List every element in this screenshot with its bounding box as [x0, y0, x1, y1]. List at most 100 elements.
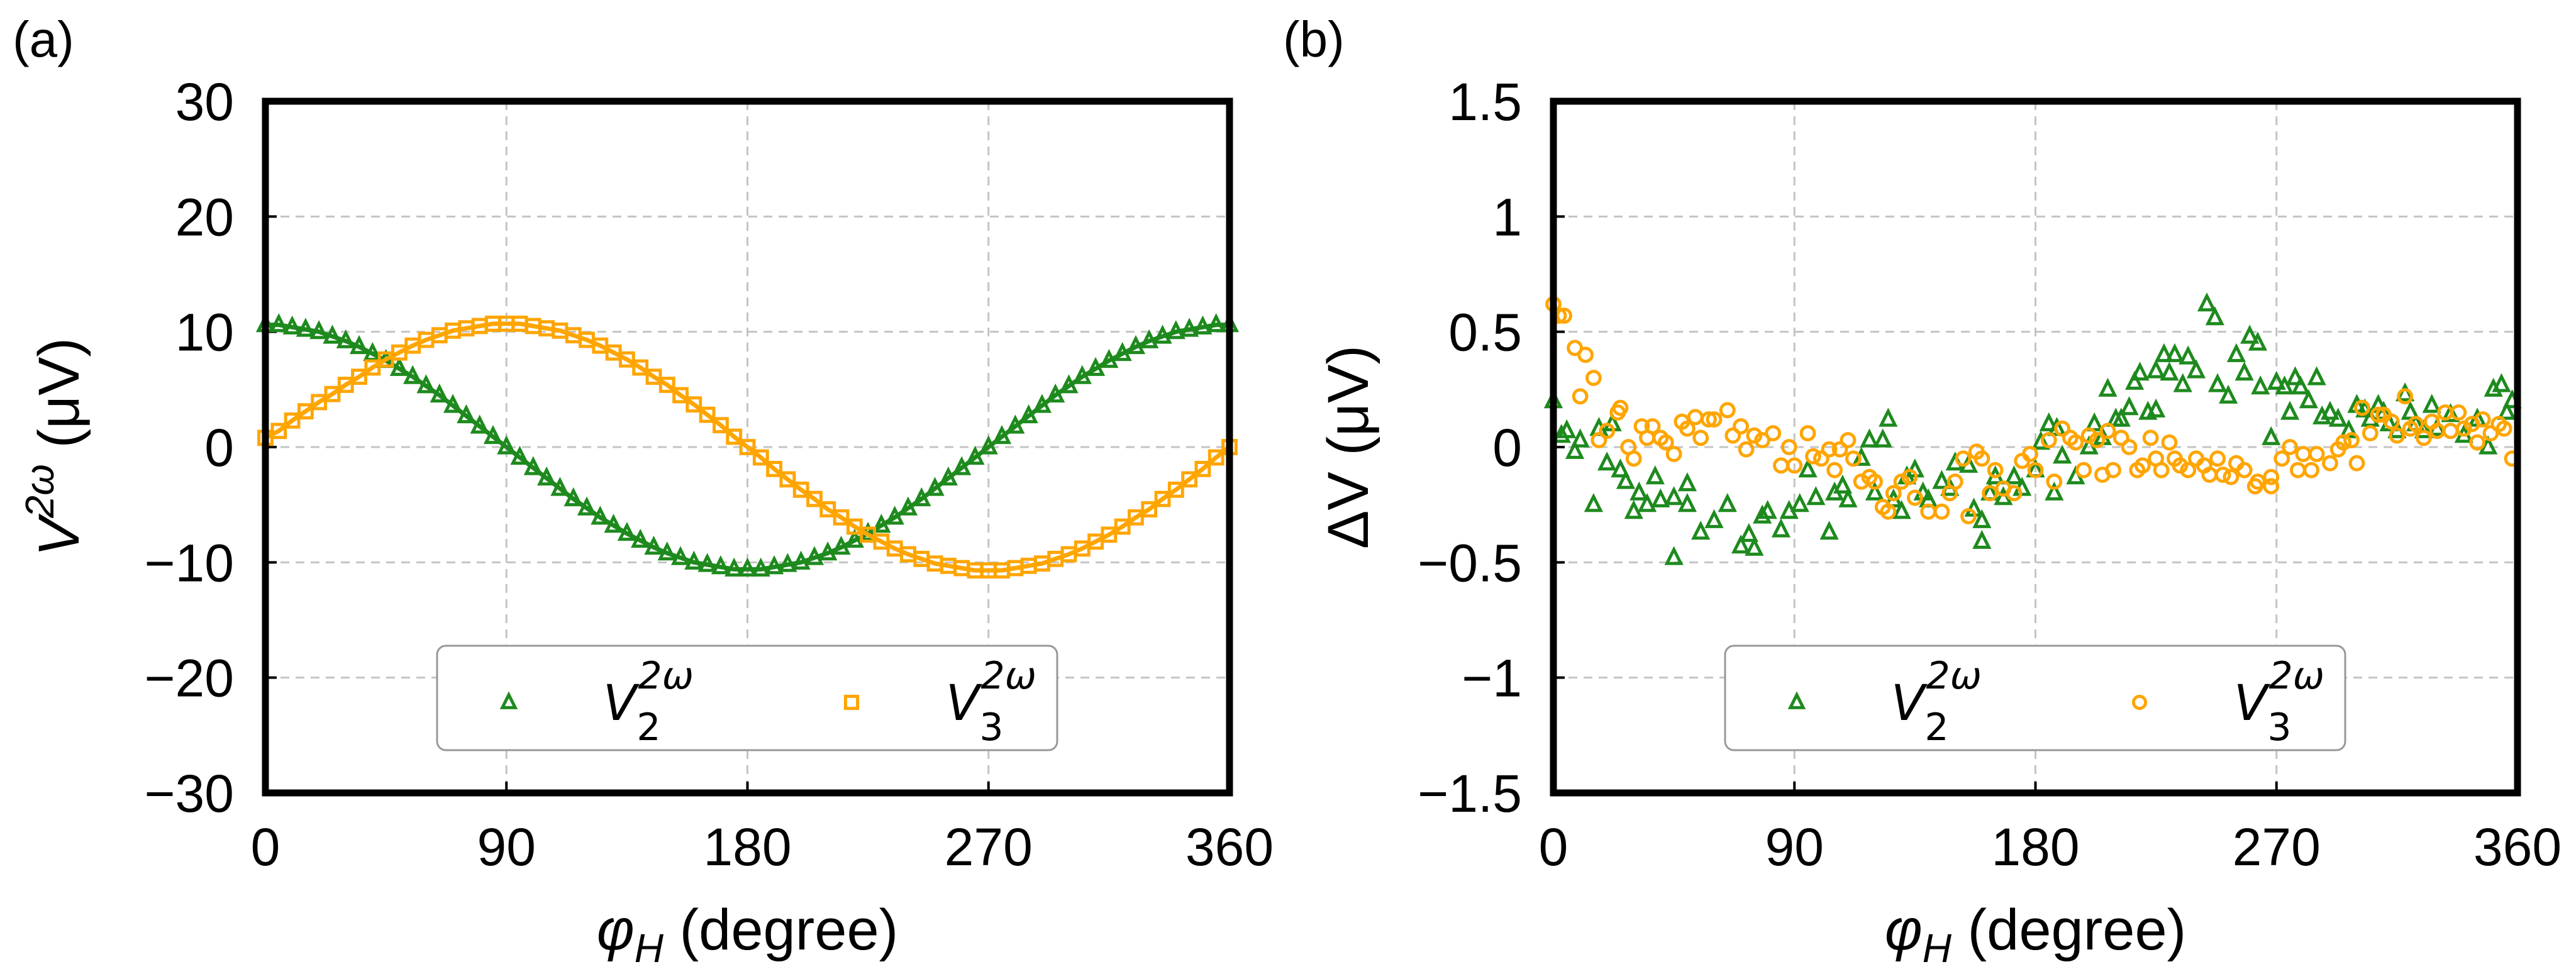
data-point	[1798, 458, 1818, 478]
data-point	[2165, 343, 2185, 362]
data-point	[2111, 407, 2131, 427]
data-point	[1644, 418, 1661, 434]
data-point	[1972, 529, 1992, 549]
data-point	[1141, 501, 1158, 517]
data-point	[309, 320, 329, 340]
data-point	[270, 423, 287, 440]
data-point	[1865, 481, 1885, 501]
data-point	[1664, 546, 1684, 565]
data-point	[1771, 518, 1791, 538]
data-point	[1799, 425, 1816, 441]
data-point	[1731, 534, 1751, 554]
data-point	[739, 439, 756, 455]
y-tick-label: 1.5	[1448, 72, 1522, 131]
data-point	[2067, 434, 2084, 451]
data-point	[697, 553, 717, 572]
panel-label: (b)	[1283, 11, 1345, 67]
data-point	[2146, 359, 2166, 379]
data-point	[925, 477, 945, 496]
data-point	[2130, 362, 2150, 381]
data-point	[2343, 432, 2360, 448]
data-point	[1612, 399, 1629, 416]
data-point	[1599, 423, 1616, 440]
data-point	[1805, 448, 1821, 465]
legend-label: V22ω	[1891, 654, 1982, 750]
data-point	[1645, 465, 1665, 485]
x-tick-label: 180	[703, 817, 791, 877]
data-point	[2282, 439, 2298, 455]
data-point	[791, 550, 811, 570]
data-point	[470, 414, 489, 434]
data-point	[1972, 509, 1992, 528]
plot-frame	[262, 97, 1233, 797]
y-tick-label: 20	[175, 187, 234, 246]
data-point	[2290, 375, 2311, 395]
data-point	[2497, 401, 2517, 420]
data-point	[1664, 486, 1684, 506]
fit-line	[264, 321, 1231, 573]
data-point	[2328, 407, 2348, 427]
data-point	[577, 496, 597, 516]
data-point	[2045, 481, 2064, 501]
data-point	[952, 456, 972, 475]
data-point	[2285, 366, 2305, 385]
data-point	[658, 377, 675, 393]
data-point	[1946, 473, 1963, 490]
legend-box	[1724, 645, 2346, 751]
data-point	[2455, 420, 2472, 437]
data-point	[2207, 373, 2228, 392]
data-point	[1893, 473, 1910, 490]
data-point	[724, 557, 744, 577]
data-point	[965, 445, 985, 465]
series-3	[1545, 296, 2521, 524]
data-point	[2474, 411, 2491, 428]
data-point	[2142, 429, 2159, 446]
data-point	[537, 466, 557, 486]
legend-box	[436, 645, 1058, 751]
data-point	[1833, 474, 1852, 494]
data-point	[2172, 457, 2189, 474]
data-point	[711, 555, 731, 575]
data-point	[2154, 343, 2174, 362]
data-point	[1746, 427, 1763, 444]
data-point	[2153, 462, 2170, 479]
data-point	[2098, 377, 2118, 397]
data-point	[1570, 428, 1590, 448]
data-point	[979, 435, 998, 455]
data-point	[2214, 467, 2231, 483]
data-point	[1786, 457, 1803, 474]
data-point	[2251, 375, 2270, 395]
data-point	[457, 404, 476, 424]
data-point	[686, 396, 702, 413]
data-point	[2299, 389, 2318, 409]
data-point	[2262, 426, 2281, 445]
data-point	[845, 528, 864, 548]
data-point	[2179, 345, 2198, 365]
data-point	[1206, 313, 1226, 333]
data-point	[2089, 432, 2106, 448]
data-point	[872, 514, 891, 533]
data-point	[2308, 446, 2325, 462]
y-tick-label: 1	[1492, 187, 1522, 246]
data-point	[1552, 424, 1571, 443]
data-point	[766, 460, 782, 477]
data-point	[806, 490, 823, 507]
data-point	[1584, 493, 1603, 512]
data-point	[1637, 493, 1657, 512]
data-point	[523, 456, 543, 475]
data-point	[912, 487, 931, 507]
data-point	[2322, 455, 2338, 472]
data-point	[2134, 457, 2151, 474]
data-point	[2275, 375, 2294, 395]
data-point	[2209, 450, 2226, 467]
data-point	[483, 424, 503, 445]
data-point	[2273, 450, 2290, 467]
data-point	[1773, 457, 1789, 474]
data-point	[1945, 451, 1965, 471]
data-point	[713, 417, 729, 434]
x-tick-label: 360	[1185, 817, 1274, 877]
data-point	[1687, 409, 1704, 426]
data-point	[2240, 324, 2260, 344]
y-tick-label: 0	[1492, 418, 1522, 477]
y-tick-label: −1	[1462, 649, 1522, 708]
